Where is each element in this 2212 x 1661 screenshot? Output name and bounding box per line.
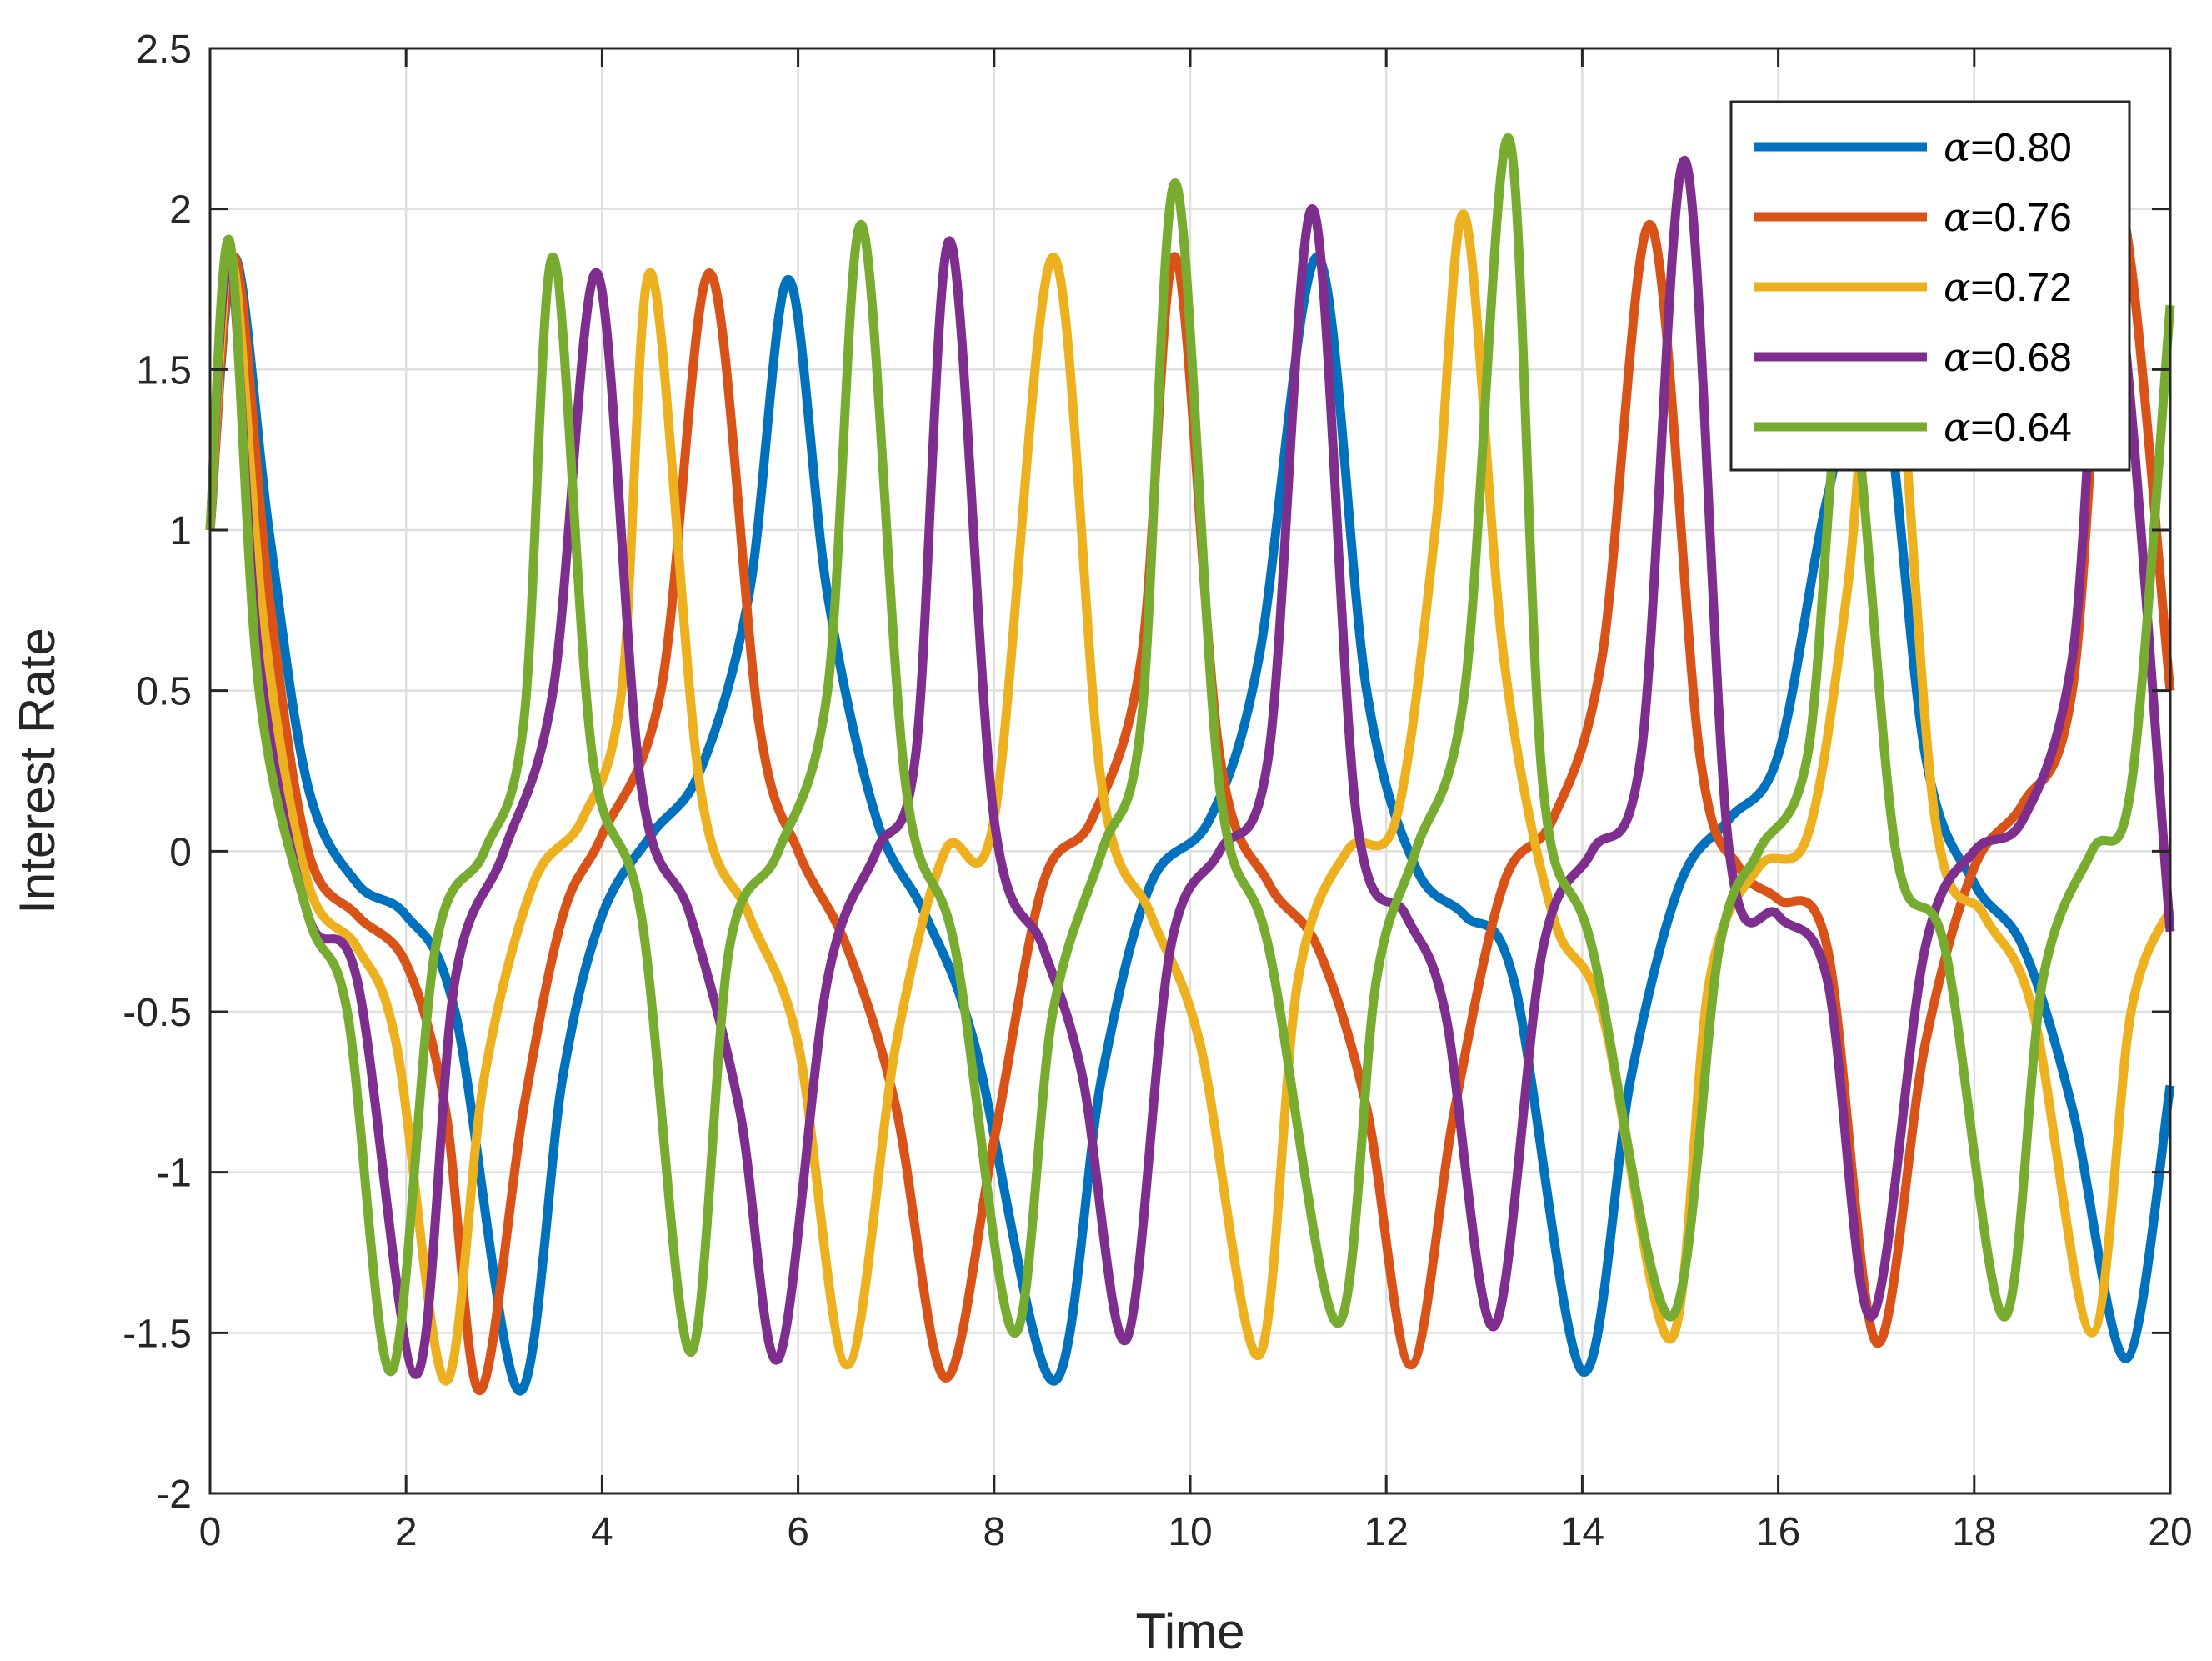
y-axis-label: Interest Rate bbox=[9, 628, 65, 914]
y-tick-label: 2 bbox=[169, 188, 192, 233]
legend-alpha-symbol: α bbox=[1944, 194, 1970, 241]
y-tick-label: 2.5 bbox=[136, 28, 192, 72]
legend-label-2: α=0.72 bbox=[1944, 264, 2072, 311]
y-tick-label: 0.5 bbox=[136, 670, 192, 714]
legend-label-0: α=0.80 bbox=[1944, 124, 2072, 171]
legend-value: =0.76 bbox=[1970, 196, 2071, 240]
y-tick-label: 1.5 bbox=[136, 348, 192, 393]
series-line-3 bbox=[205, 156, 2175, 1379]
y-tick-label: -2 bbox=[156, 1473, 192, 1517]
legend-alpha-symbol: α bbox=[1944, 404, 1970, 451]
axis-tick-labels: 0 2 4 6 8 10 12 14 16 18 20 -2 -1.5 -1 -0.5 0 0.5 1 1.5 2 2.… bbox=[123, 28, 2192, 1554]
x-tick-label: 16 bbox=[1756, 1510, 1800, 1554]
x-tick-label: 10 bbox=[1168, 1510, 1212, 1554]
y-tick-label: 1 bbox=[169, 509, 192, 553]
legend: α=0.80α=0.76α=0.72α=0.68α=0.64 bbox=[1729, 100, 2131, 472]
x-tick-label: 8 bbox=[983, 1510, 1005, 1554]
x-tick-label: 14 bbox=[1560, 1510, 1604, 1554]
legend-value: =0.64 bbox=[1970, 406, 2071, 450]
x-tick-label: 12 bbox=[1364, 1510, 1409, 1554]
y-tick-label: 0 bbox=[169, 830, 192, 874]
legend-box bbox=[1729, 100, 2131, 472]
x-tick-label: 6 bbox=[787, 1510, 809, 1554]
y-tick-label: -0.5 bbox=[123, 991, 192, 1035]
y-tick-label: -1 bbox=[156, 1152, 192, 1196]
axis-ticks bbox=[208, 47, 2172, 1495]
legend-alpha-symbol: α bbox=[1944, 334, 1970, 381]
x-tick-label: 4 bbox=[591, 1510, 613, 1554]
x-axis-label: Time bbox=[1135, 1603, 1244, 1659]
x-tick-label: 20 bbox=[2148, 1510, 2192, 1554]
x-tick-label: 18 bbox=[1952, 1510, 1996, 1554]
y-tick-label: -1.5 bbox=[123, 1312, 192, 1356]
x-tick-label: 2 bbox=[395, 1510, 418, 1554]
legend-alpha-symbol: α bbox=[1944, 264, 1970, 311]
legend-label-1: α=0.76 bbox=[1944, 194, 2072, 241]
x-tick-label: 0 bbox=[199, 1510, 222, 1554]
legend-value: =0.72 bbox=[1970, 266, 2071, 310]
legend-value: =0.68 bbox=[1970, 336, 2071, 380]
legend-alpha-symbol: α bbox=[1944, 124, 1970, 171]
legend-label-4: α=0.64 bbox=[1944, 404, 2072, 451]
legend-label-3: α=0.68 bbox=[1944, 334, 2072, 381]
legend-value: =0.80 bbox=[1970, 126, 2071, 170]
